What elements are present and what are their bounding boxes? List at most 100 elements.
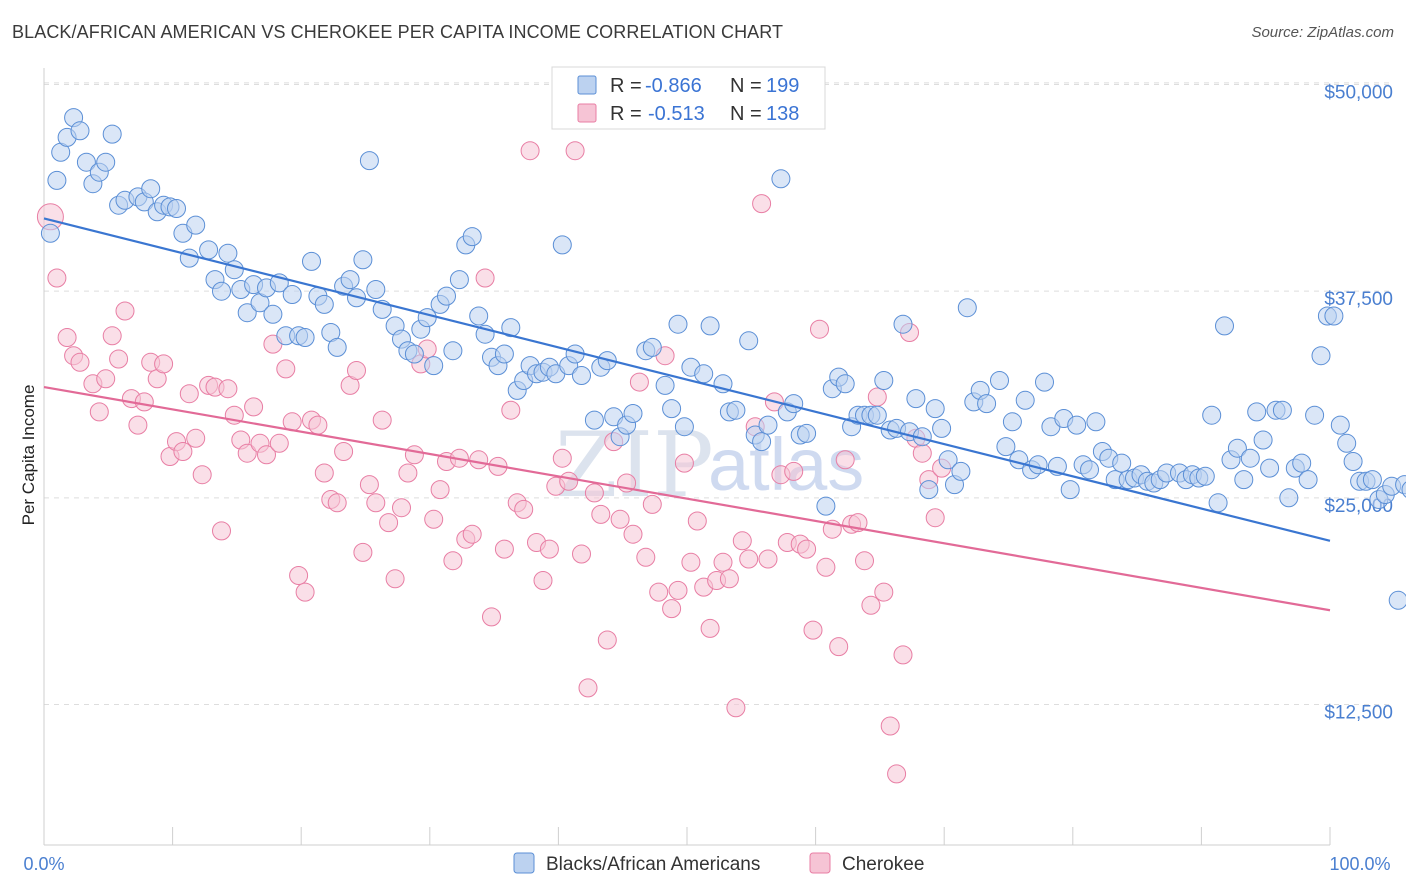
black-point-176 bbox=[1260, 458, 1280, 478]
cherokee-point-78 bbox=[552, 448, 572, 468]
series-legend-swatch-pink bbox=[809, 852, 831, 874]
black-point-125 bbox=[919, 480, 939, 500]
cherokee-point-26 bbox=[218, 379, 238, 399]
cherokee-point-84 bbox=[591, 504, 611, 524]
cherokee-point-4 bbox=[70, 352, 90, 372]
black-point-39 bbox=[302, 251, 321, 271]
cherokee-point-67 bbox=[482, 607, 501, 627]
black-point-92 bbox=[668, 314, 688, 334]
black-point-118 bbox=[874, 371, 894, 390]
cherokee-point-25 bbox=[212, 521, 231, 541]
black-point-137 bbox=[1002, 412, 1022, 432]
black-point-198 bbox=[1401, 481, 1406, 498]
series-legend-label-pink: Cherokee bbox=[842, 854, 924, 875]
black-point-38 bbox=[295, 328, 315, 347]
cherokee-point-20 bbox=[179, 384, 199, 404]
black-point-41 bbox=[314, 294, 334, 314]
cherokee-point-93 bbox=[649, 582, 669, 602]
black-point-29 bbox=[237, 303, 257, 323]
stats-legend: R = -0.866 N = 199 R = -0.513 N = 138 bbox=[551, 66, 826, 130]
black-point-99 bbox=[726, 400, 746, 420]
black-point-112 bbox=[835, 374, 855, 394]
y-tick-label-2: $37,500 bbox=[1324, 289, 1393, 310]
black-point-95 bbox=[694, 364, 714, 384]
cherokee-point-40 bbox=[308, 415, 328, 435]
black-point-189 bbox=[1343, 452, 1363, 471]
black-point-25 bbox=[212, 281, 231, 301]
black-point-63 bbox=[462, 227, 482, 247]
series-legend-label-blue: Blacks/African Americans bbox=[546, 854, 760, 875]
black-point-108 bbox=[797, 423, 817, 443]
cherokee-point-19 bbox=[173, 442, 193, 461]
black-point-1 bbox=[47, 170, 67, 190]
cherokee-point-91 bbox=[636, 547, 656, 567]
cherokee-point-48 bbox=[359, 475, 379, 495]
black-point-142 bbox=[1035, 372, 1054, 392]
black-point-123 bbox=[906, 389, 926, 409]
cherokee-point-58 bbox=[424, 509, 444, 529]
x-tick-label-min: 0.0% bbox=[23, 854, 64, 874]
black-point-131 bbox=[957, 298, 977, 318]
cherokee-point-69 bbox=[494, 539, 514, 559]
cherokee-point-2 bbox=[57, 328, 77, 347]
black-point-106 bbox=[784, 394, 804, 414]
black-point-36 bbox=[282, 285, 302, 304]
black-point-0 bbox=[40, 223, 60, 243]
legend-r-label-2: R = bbox=[610, 103, 642, 125]
black-point-26 bbox=[218, 243, 238, 263]
cherokee-point-97 bbox=[674, 453, 694, 473]
cherokee-point-13 bbox=[134, 392, 154, 412]
cherokee-point-131 bbox=[893, 645, 913, 665]
stats-legend-box bbox=[551, 66, 826, 130]
black-point-10 bbox=[102, 124, 122, 144]
black-point-186 bbox=[1324, 306, 1344, 326]
black-point-68 bbox=[494, 344, 514, 364]
cherokee-point-6 bbox=[89, 402, 109, 422]
x-ticks bbox=[43, 827, 1331, 845]
legend-r-label-1: R = bbox=[610, 75, 642, 97]
black-point-169 bbox=[1215, 316, 1234, 336]
cherokee-point-134 bbox=[912, 443, 932, 463]
cherokee-point-72 bbox=[514, 499, 534, 519]
cherokee-point-32 bbox=[257, 445, 276, 465]
black-point-173 bbox=[1240, 448, 1260, 468]
black-point-93 bbox=[674, 417, 694, 437]
black-point-21 bbox=[179, 248, 199, 268]
black-point-56 bbox=[417, 308, 437, 328]
cherokee-point-35 bbox=[276, 359, 296, 379]
gridlines bbox=[44, 82, 1392, 705]
black-point-183 bbox=[1305, 405, 1325, 425]
cherokee-point-59 bbox=[430, 480, 450, 500]
cherokee-point-81 bbox=[572, 544, 591, 564]
cherokee-point-98 bbox=[681, 552, 701, 572]
y-tick-labels: $12,500$25,000$37,500$50,000 bbox=[1324, 83, 1393, 724]
legend-r-value-2: -0.513 bbox=[648, 103, 705, 125]
cherokee-point-95 bbox=[662, 599, 682, 619]
cherokee-point-119 bbox=[816, 557, 836, 577]
black-point-60 bbox=[443, 341, 463, 361]
black-point-188 bbox=[1337, 433, 1357, 453]
black-point-196 bbox=[1388, 590, 1406, 610]
black-point-64 bbox=[469, 306, 489, 326]
cherokee-point-125 bbox=[855, 551, 874, 571]
cherokee-point-30 bbox=[244, 397, 264, 417]
black-point-136 bbox=[996, 437, 1016, 457]
black-point-100 bbox=[739, 331, 759, 351]
black-point-48 bbox=[359, 151, 379, 171]
cherokee-point-41 bbox=[314, 463, 334, 483]
black-point-178 bbox=[1272, 400, 1292, 420]
black-point-27 bbox=[224, 260, 244, 280]
black-point-61 bbox=[449, 270, 469, 290]
black-point-47 bbox=[353, 250, 373, 270]
cherokee-point-117 bbox=[803, 620, 823, 640]
black-point-15 bbox=[141, 179, 161, 199]
black-point-103 bbox=[758, 415, 778, 435]
black-point-182 bbox=[1298, 470, 1318, 490]
cherokee-point-114 bbox=[784, 461, 804, 481]
chart-source: Source: ZipAtlas.com bbox=[1251, 24, 1394, 41]
legend-swatch-pink bbox=[577, 103, 597, 123]
cherokee-points bbox=[36, 141, 952, 784]
black-point-5 bbox=[70, 121, 90, 141]
trend-line-blacks bbox=[43, 217, 1331, 542]
